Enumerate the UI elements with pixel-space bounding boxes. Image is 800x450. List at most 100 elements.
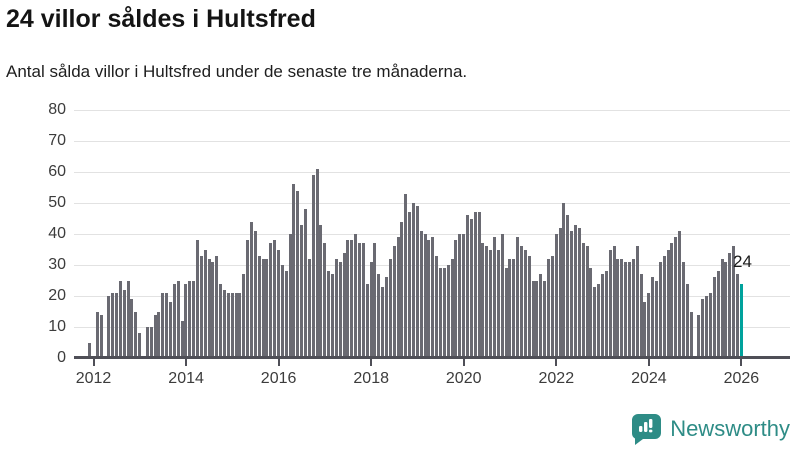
y-axis-label: 10 bbox=[48, 318, 66, 335]
last-value-label: 24 bbox=[733, 252, 752, 271]
bar bbox=[546, 258, 550, 358]
x-axis-tick bbox=[277, 359, 280, 366]
grid-line bbox=[74, 110, 790, 111]
bar bbox=[720, 258, 724, 358]
x-axis-label: 2026 bbox=[723, 370, 760, 387]
bar bbox=[462, 234, 466, 358]
bar bbox=[276, 249, 280, 358]
bar bbox=[620, 258, 624, 358]
bar bbox=[265, 258, 269, 358]
bar bbox=[512, 258, 516, 358]
bar bbox=[670, 243, 674, 358]
bar bbox=[427, 240, 431, 358]
bar bbox=[477, 212, 481, 358]
bar bbox=[458, 234, 462, 358]
bar bbox=[419, 230, 423, 358]
bar bbox=[593, 286, 597, 358]
bar bbox=[280, 265, 284, 358]
bar bbox=[735, 274, 739, 358]
bar bbox=[165, 292, 169, 358]
bar bbox=[504, 268, 508, 358]
bar bbox=[95, 311, 99, 358]
bar bbox=[570, 230, 574, 358]
bar bbox=[238, 292, 242, 358]
bar bbox=[674, 237, 678, 358]
x-axis-tick bbox=[462, 359, 465, 366]
bar bbox=[138, 333, 142, 358]
bar bbox=[435, 255, 439, 358]
bar bbox=[381, 286, 385, 358]
bar bbox=[550, 255, 554, 358]
bar bbox=[639, 274, 643, 358]
bar bbox=[192, 280, 196, 358]
bar bbox=[161, 292, 165, 358]
bar bbox=[658, 261, 662, 358]
bar bbox=[180, 320, 184, 358]
bar bbox=[616, 258, 620, 358]
bar bbox=[377, 274, 381, 358]
bar bbox=[145, 327, 149, 358]
bar bbox=[408, 212, 412, 358]
x-axis-label: 2012 bbox=[75, 370, 112, 387]
bar bbox=[253, 230, 257, 358]
bar bbox=[643, 302, 647, 358]
bar bbox=[357, 243, 361, 358]
y-axis-label: 80 bbox=[48, 101, 66, 118]
bar bbox=[492, 237, 496, 358]
bar bbox=[446, 265, 450, 358]
x-axis-label: 2024 bbox=[631, 370, 667, 387]
bar bbox=[207, 258, 211, 358]
bar bbox=[219, 283, 223, 358]
bar bbox=[149, 327, 153, 358]
bar bbox=[681, 261, 685, 358]
bar bbox=[647, 292, 651, 358]
x-axis-label: 2014 bbox=[168, 370, 204, 387]
bar bbox=[558, 227, 562, 358]
bar bbox=[527, 255, 531, 358]
bar bbox=[585, 246, 589, 358]
bar bbox=[562, 203, 566, 358]
bar bbox=[130, 299, 134, 358]
bar bbox=[481, 243, 485, 358]
bar bbox=[624, 261, 628, 358]
bar bbox=[612, 246, 616, 358]
x-axis-tick bbox=[185, 359, 188, 366]
bar bbox=[300, 224, 304, 358]
bar bbox=[697, 314, 701, 358]
bar bbox=[423, 234, 427, 358]
bar bbox=[323, 243, 327, 358]
bar bbox=[334, 258, 338, 358]
grid-line bbox=[74, 172, 790, 173]
bar bbox=[330, 274, 334, 358]
bar bbox=[728, 252, 732, 358]
x-axis-line bbox=[74, 356, 790, 359]
grid-line bbox=[74, 203, 790, 204]
bar bbox=[431, 237, 435, 358]
bar bbox=[246, 240, 250, 358]
bar bbox=[388, 258, 392, 358]
bar bbox=[249, 221, 253, 358]
bar bbox=[292, 184, 296, 358]
y-axis-label: 30 bbox=[48, 256, 66, 273]
bar bbox=[535, 280, 539, 358]
y-axis-label: 70 bbox=[48, 132, 66, 149]
bar bbox=[662, 255, 666, 358]
bar bbox=[215, 255, 219, 358]
bar bbox=[172, 283, 176, 358]
bar bbox=[350, 240, 354, 358]
x-axis-label: 2018 bbox=[353, 370, 389, 387]
bar bbox=[732, 246, 736, 358]
bar bbox=[115, 292, 118, 358]
grid-line bbox=[74, 141, 790, 142]
y-axis-label: 60 bbox=[48, 163, 66, 180]
bar bbox=[415, 206, 419, 358]
grid-line bbox=[74, 234, 790, 235]
bar bbox=[496, 249, 500, 358]
bar bbox=[346, 240, 350, 358]
bar bbox=[508, 258, 512, 358]
bar bbox=[296, 190, 300, 358]
bar bbox=[199, 255, 203, 358]
bar bbox=[519, 246, 523, 358]
bar bbox=[597, 283, 601, 358]
bar bbox=[678, 230, 682, 358]
